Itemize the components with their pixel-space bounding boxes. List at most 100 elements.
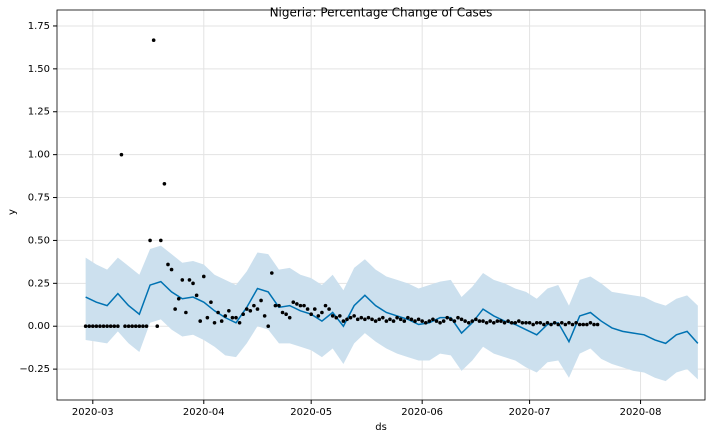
- data-point: [520, 320, 525, 325]
- data-point: [116, 324, 120, 329]
- data-point: [230, 315, 235, 320]
- data-point: [266, 324, 271, 329]
- data-point: [502, 320, 507, 325]
- data-point: [398, 317, 403, 322]
- forecast-line: [85, 280, 699, 345]
- data-point: [133, 324, 138, 329]
- data-point: [388, 317, 392, 322]
- data-point: [137, 324, 142, 329]
- chart-title: Nigeria: Percentage Change of Cases: [270, 6, 493, 20]
- data-point: [166, 262, 170, 267]
- data-point: [524, 320, 528, 325]
- data-point: [363, 317, 367, 322]
- x-tick-label: 2020-05: [290, 407, 332, 418]
- data-point: [506, 319, 510, 323]
- data-point: [459, 317, 464, 322]
- data-point: [449, 317, 453, 322]
- data-point: [205, 315, 210, 320]
- x-tick-label: 2020-08: [620, 407, 662, 418]
- data-point: [427, 319, 432, 323]
- data-point: [592, 322, 596, 327]
- data-point: [223, 314, 228, 318]
- data-point: [395, 315, 399, 320]
- data-point: [577, 322, 582, 327]
- data-point: [491, 320, 496, 325]
- data-point: [219, 319, 224, 323]
- data-point: [295, 302, 299, 306]
- data-point: [327, 307, 331, 311]
- data-point: [341, 319, 346, 323]
- data-point: [291, 300, 296, 304]
- data-point: [384, 319, 389, 323]
- y-axis-label: y: [7, 209, 18, 215]
- data-point: [262, 314, 267, 318]
- data-point: [323, 303, 328, 308]
- data-point: [470, 319, 475, 323]
- data-point: [330, 314, 335, 318]
- y-tick-label: −0.25: [19, 364, 50, 375]
- data-point: [581, 322, 586, 327]
- data-point: [585, 322, 589, 327]
- data-point: [545, 320, 550, 325]
- data-point: [309, 312, 313, 317]
- data-point: [488, 319, 492, 323]
- data-point: [345, 317, 349, 322]
- data-point: [413, 319, 417, 323]
- data-point: [402, 319, 407, 323]
- data-point: [445, 315, 450, 320]
- data-point: [244, 307, 249, 311]
- data-point: [108, 324, 113, 329]
- data-point: [499, 319, 503, 323]
- data-point: [101, 324, 106, 329]
- data-point: [201, 274, 206, 279]
- data-point: [538, 320, 543, 325]
- data-point: [141, 324, 145, 329]
- data-point: [94, 324, 99, 329]
- data-point: [98, 324, 102, 329]
- data-point: [355, 317, 360, 322]
- data-point: [484, 320, 489, 325]
- data-point: [409, 317, 414, 322]
- data-point: [148, 238, 152, 243]
- data-point: [184, 310, 188, 315]
- data-point: [495, 319, 500, 323]
- data-point: [270, 271, 274, 275]
- data-point: [312, 307, 317, 311]
- data-point: [87, 324, 92, 329]
- data-point: [280, 310, 285, 315]
- x-tick-label: 2020-06: [401, 407, 443, 418]
- data-point: [406, 315, 410, 320]
- data-point: [431, 317, 435, 322]
- data-point: [316, 314, 321, 318]
- data-point: [531, 322, 535, 327]
- data-point: [359, 315, 364, 320]
- data-point: [380, 315, 385, 320]
- plot-frame: [56, 9, 706, 401]
- uncertainty-band: [85, 245, 698, 382]
- y-tick-label: 0.00: [28, 321, 50, 332]
- data-point: [252, 303, 256, 308]
- data-point: [162, 182, 167, 186]
- data-point: [552, 320, 557, 325]
- data-point: [259, 298, 263, 303]
- data-point: [474, 317, 478, 322]
- data-point: [130, 324, 134, 329]
- data-point: [563, 322, 568, 327]
- data-point: [302, 303, 306, 308]
- data-point: [391, 319, 396, 323]
- x-axis-label: ds: [375, 422, 387, 433]
- data-point: [112, 324, 117, 329]
- y-tick-label: 0.50: [28, 235, 50, 246]
- data-point: [155, 324, 160, 329]
- data-point: [126, 324, 131, 329]
- y-tick-label: 1.75: [28, 21, 50, 32]
- data-point: [588, 320, 593, 325]
- data-point: [227, 308, 231, 313]
- data-point: [209, 300, 213, 304]
- data-point: [441, 319, 446, 323]
- data-point: [477, 319, 482, 323]
- x-tick-label: 2020-07: [509, 407, 551, 418]
- data-point: [248, 308, 253, 313]
- data-point: [255, 307, 260, 311]
